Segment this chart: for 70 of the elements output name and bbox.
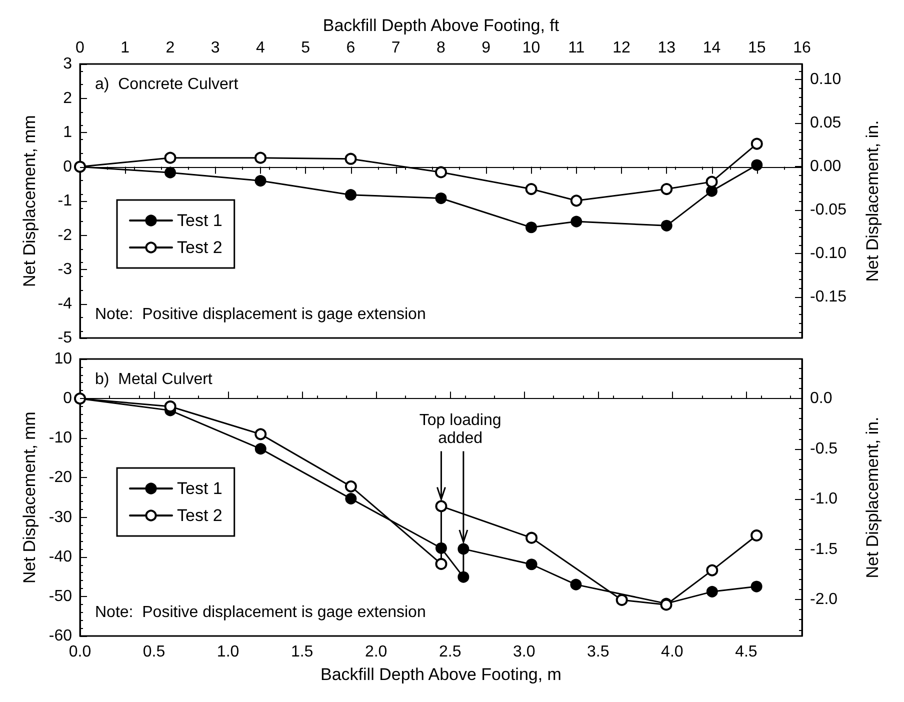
x-tick-label: 6 — [346, 40, 356, 56]
x-tick-label: 9 — [482, 40, 491, 56]
annotation: Note: Positive displacement is gage extension — [95, 604, 426, 622]
y-tick-label: -40 — [48, 548, 72, 566]
y-axis-title: Net Displacement, mm — [20, 115, 39, 287]
x-tick-label: 8 — [436, 40, 446, 56]
annotation: b) Metal Culvert — [95, 371, 212, 389]
x-tick-label: 16 — [793, 40, 811, 56]
y2-tick-label: 0.0 — [810, 390, 832, 408]
y2-tick-label: -0.5 — [810, 440, 838, 458]
y2-axis-title: Net Displacement, in. — [863, 120, 882, 282]
legend-label: Test 2 — [177, 506, 222, 525]
x-tick-label: 2.0 — [364, 644, 388, 660]
x-tick-label: 7 — [391, 40, 400, 56]
x-tick-label: 13 — [658, 40, 676, 56]
y2-tick-label: -1.5 — [810, 540, 838, 558]
y-tick-label: -1 — [58, 192, 72, 210]
x-tick-label: 4.0 — [661, 644, 684, 660]
legend-label: Test 1 — [177, 479, 222, 498]
x-tick-label: 1.5 — [290, 644, 314, 660]
y2-tick-label: -0.10 — [810, 245, 847, 262]
y2-axis-title: Net Displacement, in. — [863, 416, 882, 578]
y-tick-label: 0 — [63, 158, 72, 176]
y-tick-label: 1 — [63, 124, 72, 141]
legend-label: Test 2 — [177, 238, 222, 257]
y-tick-label: -10 — [48, 430, 72, 447]
x-tick-label: 0.5 — [142, 644, 166, 660]
x-tick-label: 3 — [210, 40, 220, 56]
y-tick-label: -60 — [48, 628, 72, 644]
x-axis-title: Backfill Depth Above Footing, m — [320, 665, 562, 684]
x-tick-label: 3.5 — [587, 644, 610, 660]
x-tick-label: 2 — [166, 40, 175, 56]
x-tick-label: 4 — [256, 40, 266, 56]
y2-tick-label: -0.05 — [810, 202, 847, 219]
y-tick-label: 2 — [63, 90, 72, 107]
x-tick-label: 1 — [120, 40, 130, 56]
y-tick-label: -20 — [48, 469, 72, 486]
x-tick-label: 0 — [76, 40, 85, 56]
annotation: Note: Positive displacement is gage extension — [95, 306, 426, 324]
x-tick-label: 4.5 — [735, 644, 758, 660]
y-tick-label: -3 — [58, 261, 72, 278]
y-tick-label: -4 — [58, 295, 72, 312]
x-tick-label: 10 — [522, 40, 540, 56]
y2-tick-label: -1.0 — [810, 490, 838, 508]
y2-tick-label: 0.00 — [810, 158, 842, 176]
y-tick-label: -5 — [58, 330, 72, 346]
y-tick-label: -2 — [58, 226, 72, 244]
x-axis-title: Backfill Depth Above Footing, ft — [322, 16, 560, 35]
x-tick-label: 5 — [301, 40, 310, 56]
x-tick-label: 1.0 — [216, 644, 240, 660]
y-tick-label: -30 — [48, 508, 72, 526]
x-tick-label: 14 — [702, 40, 721, 56]
x-tick-label: 12 — [612, 40, 630, 56]
x-tick-label: 11 — [568, 40, 585, 56]
y-tick-label: 3 — [63, 56, 72, 72]
y-tick-label: -50 — [48, 588, 72, 605]
y-tick-label: 0 — [63, 390, 72, 408]
y2-tick-label: -2.0 — [810, 591, 838, 608]
y-tick-label: 10 — [54, 350, 72, 368]
y-axis-title: Net Displacement, mm — [20, 412, 39, 584]
x-tick-label: 3.0 — [513, 644, 536, 660]
x-tick-label: 0.0 — [68, 644, 92, 660]
y2-tick-label: -0.15 — [810, 288, 847, 306]
y2-tick-label: 0.10 — [810, 71, 842, 88]
annotation: a) Concrete Culvert — [95, 76, 238, 94]
y2-tick-label: 0.05 — [810, 114, 842, 132]
annotation: Top loading added — [418, 412, 502, 448]
x-tick-label: 2.5 — [438, 644, 462, 660]
x-tick-label: 15 — [748, 40, 766, 56]
legend-label: Test 1 — [177, 211, 222, 230]
